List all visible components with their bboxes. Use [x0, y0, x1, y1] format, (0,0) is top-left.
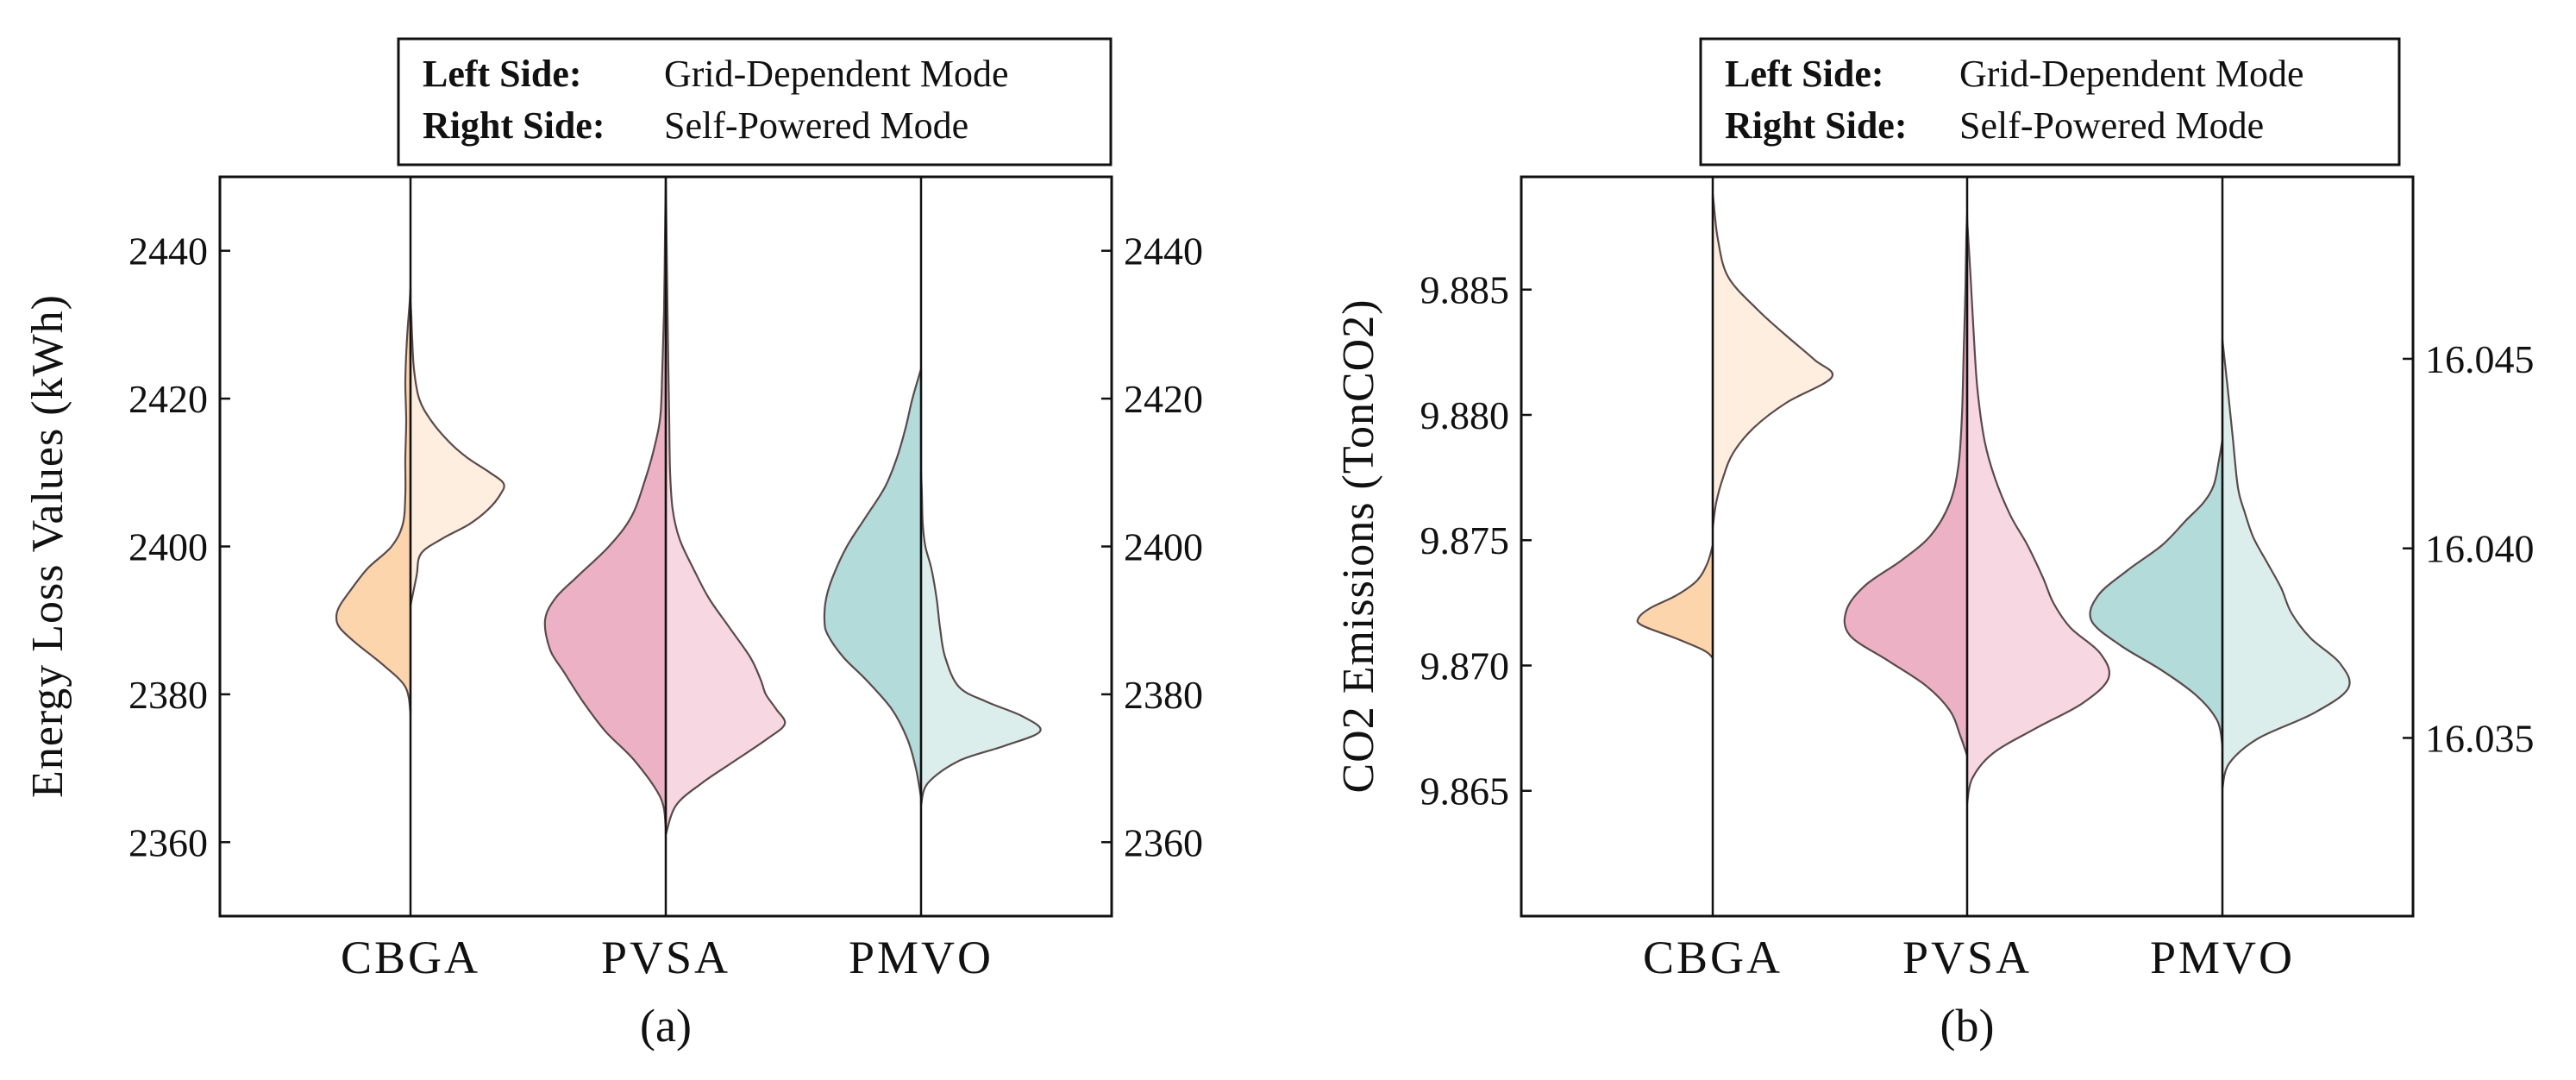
panel-b-violins [1636, 193, 2351, 805]
violin-pmvo-right [2221, 338, 2351, 789]
violin-cbga-left [335, 286, 412, 714]
panel-b-plot-frame [1520, 175, 2415, 918]
panel-b-y-axis-label: CO2 Emissions (TonCO2) [1334, 298, 1383, 793]
violin-pmvo-right [919, 471, 1042, 807]
violin-pvsa-left [1843, 213, 1969, 757]
panel-a-legend: Left Side: Grid-Dependent Mode Right Sid… [397, 37, 1113, 166]
panel-a-legend-box [397, 37, 1113, 166]
panel-a-violins [335, 175, 1042, 836]
panel-a-category-label: PVSA [601, 932, 730, 983]
panel-a-subcaption: (a) [640, 1000, 692, 1052]
panel-a-left-ticks: 2360 2380 2400 2420 2440 [128, 229, 230, 864]
violin-cbga-left [1636, 543, 1714, 659]
panel-a-legend-value: Self-Powered Mode [664, 104, 968, 147]
y-tick-label: 9.880 [1420, 393, 1510, 437]
right-y-tick-label: 2400 [1124, 525, 1203, 569]
right-y-tick-label: 2420 [1124, 377, 1203, 421]
panel-a-y-axis-label: Energy Loss Values (kWh) [23, 294, 72, 798]
panel-b-legend-key: Right Side: [1725, 104, 1907, 147]
violin-pmvo-left [2089, 438, 2224, 747]
panel-a-category-label: PMVO [849, 932, 993, 983]
violin-cbga-right [409, 301, 505, 607]
violin-pmvo-left [823, 367, 923, 799]
violin-pvsa-right [1965, 218, 2110, 805]
panel-a-legend-key: Right Side: [423, 104, 605, 147]
violin-cbga-right [1711, 193, 1834, 529]
panel-a-legend-value: Grid-Dependent Mode [664, 53, 1009, 95]
y-tick-label: 2420 [128, 377, 208, 421]
panel-a-cat-lines [409, 177, 923, 916]
panel-b-legend-box [1699, 37, 2401, 166]
panel-b-legend-value: Self-Powered Mode [1959, 104, 2264, 147]
y-tick-label: 9.885 [1420, 268, 1510, 312]
y-tick-label: 9.865 [1420, 769, 1510, 813]
panel-a: 2360 2380 2400 2420 2440 2360 2380 2400 2420 244… [23, 37, 1203, 1052]
panel-b-legend: Left Side: Grid-Dependent Mode Right Sid… [1699, 37, 2401, 166]
panel-b-cat-lines [1711, 177, 2224, 916]
panel-b-category-label: PMVO [2150, 932, 2295, 983]
y-tick-label: 2380 [128, 673, 208, 717]
panel-b-category-label: CBGA [1643, 932, 1783, 983]
panel-b-subcaption: (b) [1940, 1000, 1995, 1052]
violin-pvsa-left [543, 175, 668, 829]
y-tick-label: 2400 [128, 525, 208, 569]
panel-b-left-ticks: 9.865 9.870 9.875 9.880 9.885 [1420, 268, 1532, 813]
panel-b-legend-value: Grid-Dependent Mode [1959, 53, 2304, 95]
y-tick-label: 9.875 [1420, 518, 1510, 562]
panel-b-right-ticks: 16.035 16.040 16.045 [2403, 337, 2535, 760]
right-y-tick-label: 16.040 [2425, 527, 2535, 571]
violin-pvsa-right [664, 175, 787, 836]
y-tick-label: 2360 [128, 820, 208, 864]
right-y-tick-label: 2360 [1124, 820, 1203, 864]
right-y-tick-label: 2380 [1124, 673, 1203, 717]
y-tick-label: 9.870 [1420, 644, 1510, 688]
panel-b-legend-key: Left Side: [1725, 53, 1884, 95]
panel-a-category-label: CBGA [341, 932, 480, 983]
panel-b-category-label: PVSA [1902, 932, 2032, 983]
y-tick-label: 2440 [128, 229, 208, 273]
right-y-tick-label: 16.035 [2425, 716, 2535, 760]
right-y-tick-label: 16.045 [2425, 337, 2535, 381]
panel-a-right-ticks: 2360 2380 2400 2420 2440 [1101, 229, 1203, 864]
right-y-tick-label: 2440 [1124, 229, 1203, 273]
panel-a-legend-key: Left Side: [423, 53, 582, 95]
